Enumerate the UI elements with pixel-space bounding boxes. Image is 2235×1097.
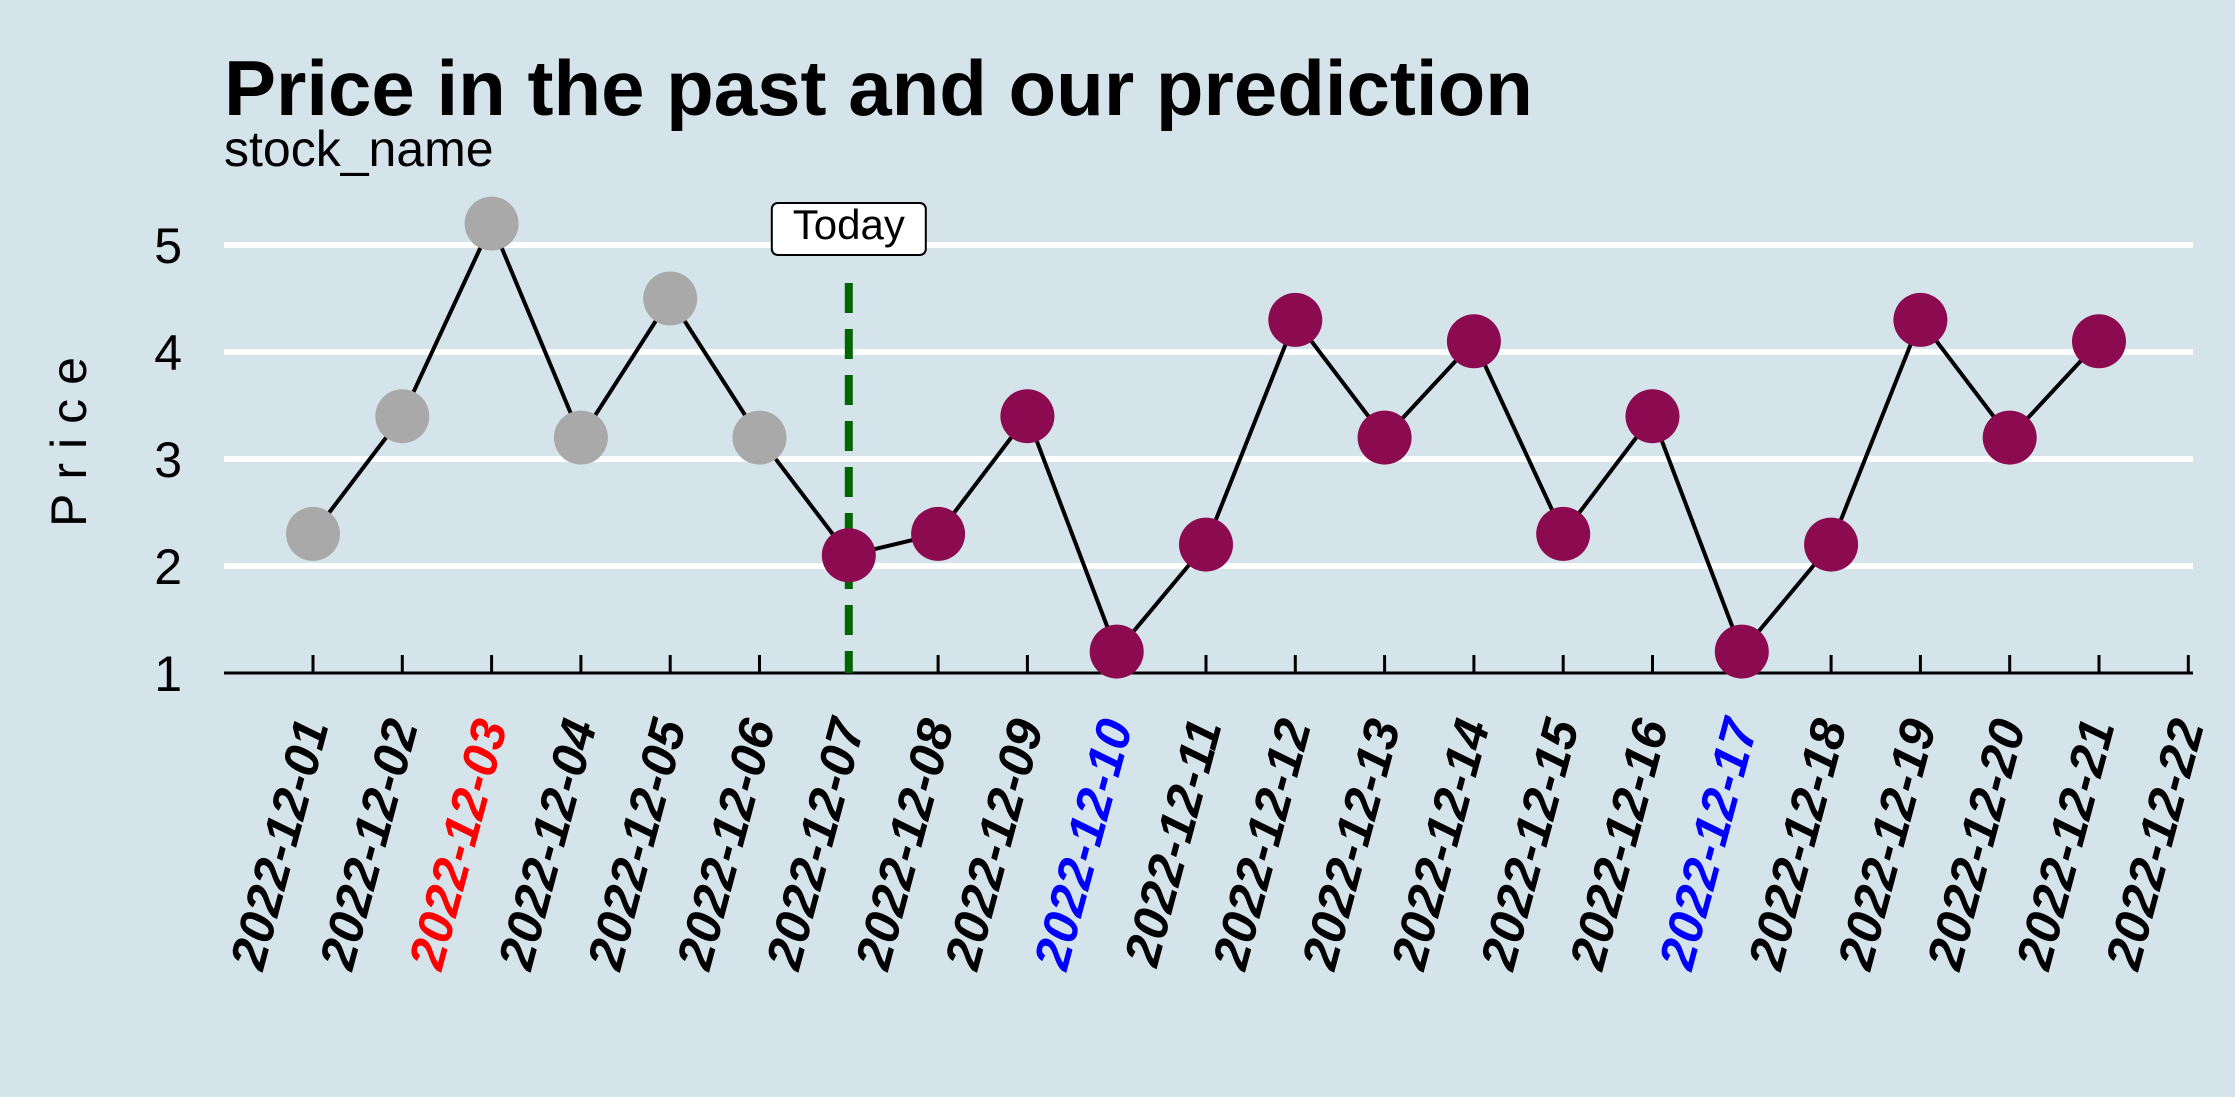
y-axis-label: Price (41, 343, 97, 527)
x-axis (224, 655, 2193, 675)
y-tick-label: 3 (154, 432, 182, 488)
data-point-past (464, 196, 519, 251)
data-point-prediction (1089, 624, 1144, 679)
chart-subtitle: stock_name (224, 121, 494, 177)
data-point-prediction (911, 506, 966, 561)
data-point-prediction (1804, 517, 1859, 572)
data-point-past (553, 410, 608, 465)
data-point-prediction (1982, 410, 2037, 465)
y-tick-label: 4 (154, 325, 182, 381)
y-ticks: 1 2 3 4 5 (154, 218, 182, 702)
data-point-prediction (1000, 389, 1055, 444)
data-point-prediction (1714, 624, 1769, 679)
today-marker: Today (770, 201, 927, 673)
data-point-prediction (1357, 410, 1412, 465)
data-point-past (643, 271, 698, 326)
data-point-prediction (1893, 292, 1948, 347)
y-tick-label: 5 (154, 218, 182, 274)
data-point-past (732, 410, 787, 465)
data-point-prediction (1179, 517, 1233, 572)
data-point-past (375, 389, 430, 444)
data-point-prediction (2072, 314, 2126, 369)
data-point-prediction (1625, 389, 1680, 444)
today-label-box (770, 202, 927, 256)
today-label: Today (793, 201, 905, 248)
chart-title: Price in the past and our prediction (224, 44, 1533, 132)
x-tick-labels: 2022-12-012022-12-022022-12-032022-12-04… (219, 711, 2215, 976)
data-point-prediction (821, 528, 876, 583)
data-point-prediction (1268, 292, 1323, 347)
y-tick-label: 1 (154, 646, 182, 702)
data-points (286, 196, 2126, 679)
y-tick-label: 2 (154, 539, 182, 595)
data-point-prediction (1536, 506, 1591, 561)
data-point-prediction (1446, 314, 1501, 369)
data-point-past (286, 506, 340, 561)
